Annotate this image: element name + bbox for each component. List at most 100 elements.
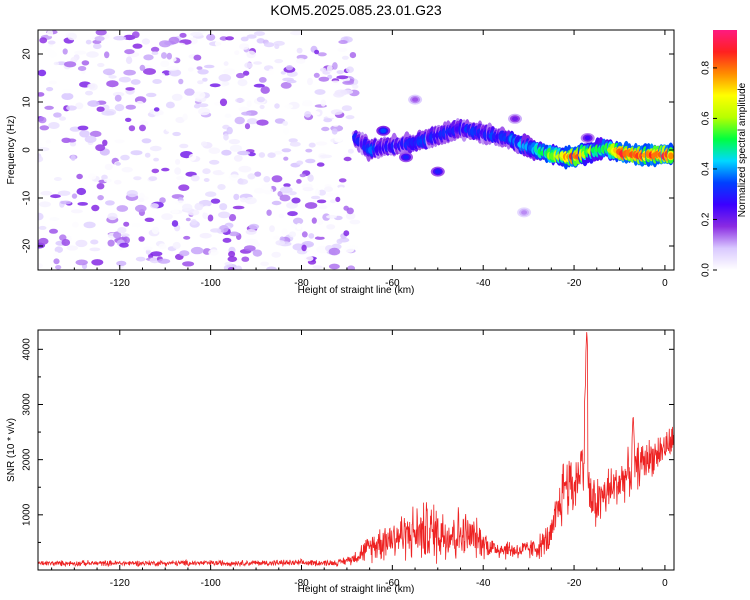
noise-blob xyxy=(131,222,141,228)
noise-blob xyxy=(352,84,359,89)
noise-blob xyxy=(189,98,196,106)
noise-blob xyxy=(274,103,280,109)
noise-blob xyxy=(121,166,133,173)
noise-blob xyxy=(274,125,287,130)
y-tick-label: 3000 xyxy=(22,393,33,416)
noise-blob xyxy=(229,144,243,152)
noise-blob xyxy=(223,61,229,66)
noise-blob xyxy=(326,224,336,230)
noise-blob xyxy=(193,91,206,99)
noise-blob xyxy=(64,61,77,68)
noise-blob xyxy=(240,36,249,42)
noise-blob xyxy=(188,153,197,161)
noise-blob xyxy=(223,68,236,75)
noise-blob xyxy=(176,176,184,181)
noise-blob xyxy=(335,196,341,203)
noise-blob xyxy=(48,122,60,129)
noise-blob xyxy=(143,68,156,75)
noise-blob xyxy=(187,67,194,72)
noise-blob xyxy=(228,174,240,181)
noise-blob xyxy=(172,241,181,250)
noise-blob xyxy=(151,226,160,235)
noise-blob xyxy=(318,205,328,210)
noise-blob xyxy=(349,52,357,59)
noise-blob xyxy=(104,163,113,171)
noise-blob xyxy=(198,200,207,205)
noise-blob xyxy=(305,148,313,153)
noise-blob xyxy=(95,30,107,36)
noise-blob xyxy=(86,51,99,58)
noise-blob xyxy=(283,127,290,135)
noise-blob xyxy=(289,141,301,147)
noise-blob xyxy=(54,246,63,253)
noise-blob xyxy=(179,32,187,38)
spectrogram-y-axis-label: Frequency (Hz) xyxy=(6,116,17,185)
noise-blob xyxy=(77,125,89,131)
noise-blob xyxy=(261,184,272,191)
noise-blob xyxy=(149,203,159,209)
noise-blob xyxy=(114,104,125,112)
noise-blob xyxy=(279,186,293,194)
x-tick-label: -80 xyxy=(294,278,309,289)
noise-blob xyxy=(153,107,160,112)
noise-blob xyxy=(281,148,292,153)
noise-blob xyxy=(209,83,221,88)
noise-blob xyxy=(268,68,275,76)
noise-blob xyxy=(104,51,110,59)
noise-blob xyxy=(232,205,245,210)
noise-blob xyxy=(307,174,314,182)
noise-blob xyxy=(331,128,338,135)
noise-blob xyxy=(190,32,203,37)
noise-blob xyxy=(304,111,312,118)
noise-blob xyxy=(237,178,249,185)
noise-blob xyxy=(48,80,57,85)
noise-blob xyxy=(123,221,130,227)
noise-blob xyxy=(218,211,231,219)
noise-blob xyxy=(328,263,340,270)
noise-blob xyxy=(185,59,195,65)
noise-blob xyxy=(149,145,162,152)
noise-blob xyxy=(222,237,232,243)
noise-blob xyxy=(85,39,92,45)
noise-blob xyxy=(237,150,251,156)
noise-blob xyxy=(246,34,257,39)
noise-blob xyxy=(218,74,232,82)
noise-blob xyxy=(62,48,68,55)
y-tick-label: 4000 xyxy=(22,338,33,361)
noise-blob xyxy=(125,87,135,91)
noise-blob xyxy=(148,176,158,182)
noise-blob xyxy=(171,93,183,101)
noise-blob xyxy=(256,38,265,44)
noise-blob xyxy=(271,200,282,206)
noise-blob xyxy=(233,193,240,201)
noise-blob xyxy=(346,66,354,73)
signal-patch xyxy=(521,210,528,215)
noise-blob xyxy=(263,42,275,48)
noise-blob xyxy=(301,231,308,238)
x-tick-label: -100 xyxy=(201,278,221,289)
noise-blob xyxy=(77,66,87,71)
noise-blob xyxy=(273,235,280,240)
noise-blob xyxy=(263,176,271,183)
noise-blob xyxy=(97,195,104,201)
noise-blob xyxy=(57,190,71,196)
noise-blob xyxy=(307,77,313,86)
noise-blob xyxy=(326,192,339,198)
noise-blob xyxy=(234,116,245,125)
noise-blob xyxy=(171,209,180,214)
noise-blob xyxy=(285,65,294,71)
noise-blob xyxy=(347,148,354,154)
noise-blob xyxy=(324,186,333,192)
noise-blob xyxy=(49,228,58,234)
noise-blob xyxy=(304,202,318,209)
noise-blob xyxy=(308,233,315,239)
x-tick-label: -40 xyxy=(476,578,491,589)
noise-blob xyxy=(38,237,49,245)
signal-patch xyxy=(412,97,419,102)
noise-blob xyxy=(228,231,240,237)
noise-blob xyxy=(135,256,146,262)
y-tick-label: 2000 xyxy=(22,448,33,471)
noise-blob xyxy=(113,231,122,239)
noise-blob xyxy=(103,178,112,183)
